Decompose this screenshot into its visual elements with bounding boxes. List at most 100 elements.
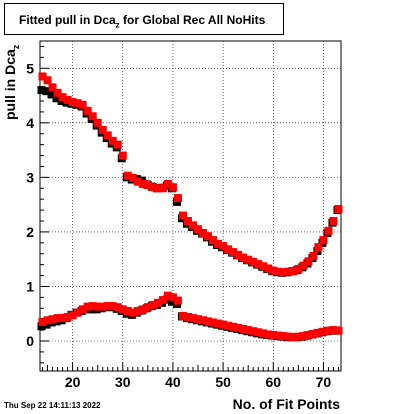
data-point (329, 217, 338, 225)
data-point (304, 331, 313, 339)
data-point (93, 118, 102, 127)
data-point (264, 264, 273, 273)
markers (37, 72, 343, 342)
data-point (304, 257, 313, 266)
data-point (78, 100, 87, 109)
data-point (229, 322, 238, 331)
data-point (299, 261, 308, 270)
data-point (78, 305, 87, 314)
data-point (63, 313, 72, 321)
data-point (279, 268, 288, 277)
data-point (68, 98, 77, 107)
data-point (123, 171, 132, 180)
data-point (103, 131, 112, 140)
data-point (153, 298, 162, 307)
chart-title: Fitted pull in Dcaz for Global Rec All N… (19, 13, 265, 29)
data-point (88, 302, 97, 311)
data-point (43, 76, 52, 85)
ylabel-main: pull in Dca (2, 49, 18, 120)
data-point (93, 302, 102, 311)
y-tick-label: 2 (26, 224, 34, 240)
data-point (128, 173, 137, 182)
data-point (314, 243, 323, 252)
data-point (259, 262, 268, 271)
x-tick-label: 60 (265, 374, 281, 390)
data-point (38, 317, 47, 326)
title-rest: for Global Rec All NoHits (119, 13, 266, 27)
data-point (138, 305, 147, 314)
data-point (163, 179, 172, 188)
data-point (189, 221, 198, 230)
data-point (58, 93, 67, 102)
data-point (153, 184, 162, 193)
data-point (118, 151, 127, 160)
data-point (294, 265, 303, 273)
title-subscript: z (115, 20, 120, 30)
data-point (209, 236, 218, 245)
data-point (38, 72, 47, 81)
data-point (83, 302, 92, 311)
data-point (37, 322, 46, 331)
y-tick-label: 4 (26, 115, 34, 131)
data-point (118, 305, 127, 314)
data-point (264, 330, 273, 339)
data-point (294, 332, 303, 341)
data-point (168, 293, 177, 302)
y-tick-label: 5 (26, 60, 34, 76)
data-point (158, 296, 167, 305)
data-point (194, 315, 203, 324)
data-point (219, 242, 228, 251)
data-point (224, 245, 233, 254)
data-point (334, 205, 343, 213)
data-point (143, 181, 152, 189)
data-point (148, 301, 157, 309)
data-point (113, 303, 122, 312)
data-point (249, 257, 258, 266)
data-point (42, 87, 51, 96)
data-point (158, 184, 167, 193)
data-point (284, 267, 293, 276)
data-point (73, 99, 82, 108)
data-point (173, 194, 182, 203)
data-point (319, 236, 328, 245)
data-point (128, 308, 137, 317)
data-point (299, 332, 308, 341)
data-point (239, 253, 248, 262)
title-main: Fitted pull in Dca (19, 13, 116, 27)
data-point (53, 88, 62, 97)
y-tick-label: 3 (26, 169, 34, 185)
data-point (98, 125, 107, 134)
data-point (123, 307, 132, 315)
data-point (219, 320, 228, 329)
data-point (269, 266, 278, 275)
data-point (43, 316, 52, 325)
data-point (48, 315, 57, 324)
data-point (314, 328, 323, 337)
data-point (309, 329, 318, 338)
data-point (173, 296, 182, 305)
data-point (48, 83, 57, 92)
data-point (138, 179, 147, 188)
data-point (319, 327, 328, 336)
data-point (254, 328, 263, 337)
data-point (194, 225, 203, 234)
data-point (224, 321, 233, 330)
data-point (289, 267, 298, 276)
data-point (214, 239, 223, 248)
data-point (178, 211, 187, 220)
data-point (274, 267, 283, 276)
data-point (73, 308, 82, 317)
data-point (309, 251, 318, 260)
data-point (229, 248, 238, 257)
y-tick-label: 1 (26, 278, 34, 294)
data-point (37, 86, 46, 95)
data-point (58, 314, 67, 323)
data-point (133, 307, 142, 315)
data-point (148, 183, 157, 192)
data-point (209, 318, 218, 327)
data-point (178, 311, 187, 320)
x-tick-label: 20 (65, 374, 81, 390)
data-point (63, 95, 72, 104)
data-point (274, 331, 283, 340)
